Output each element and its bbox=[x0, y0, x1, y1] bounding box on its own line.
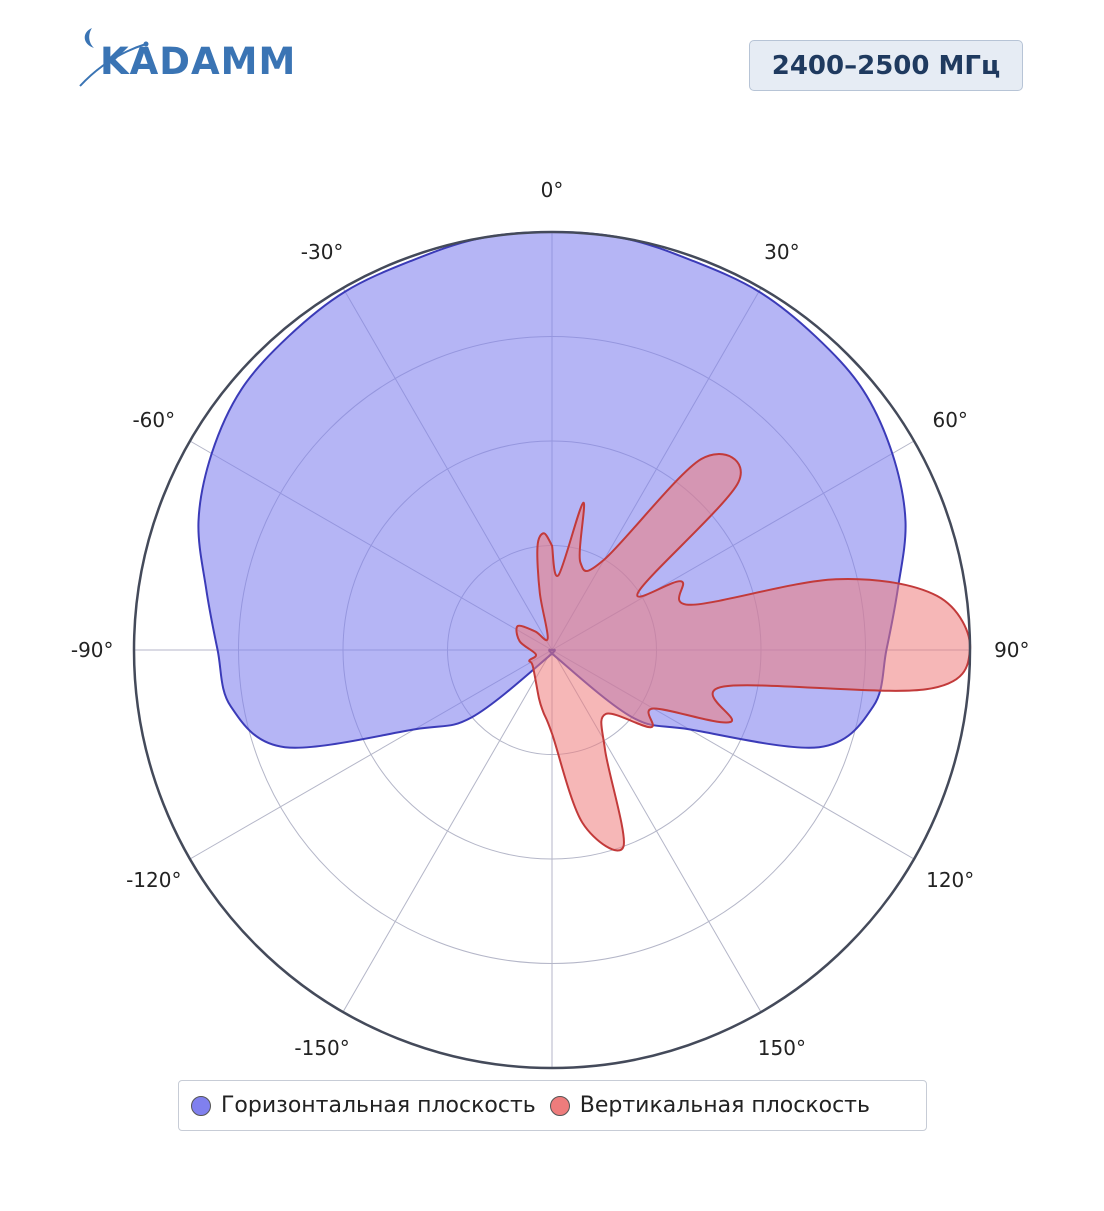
angle-label--120: -120° bbox=[126, 868, 181, 892]
angle-label--30: -30° bbox=[301, 240, 344, 264]
frequency-badge: 2400–2500 МГц bbox=[749, 40, 1023, 91]
angle-label-30: 30° bbox=[764, 240, 799, 264]
polar-series bbox=[197, 230, 972, 852]
angle-label--150: -150° bbox=[294, 1036, 349, 1060]
legend-label-horizontal: Горизонтальная плоскость bbox=[221, 1093, 536, 1118]
angle-label-150: 150° bbox=[758, 1036, 806, 1060]
angle-label--90: -90° bbox=[71, 638, 114, 662]
legend-swatch-horizontal bbox=[191, 1095, 211, 1116]
legend-swatch-vertical bbox=[549, 1095, 570, 1116]
angle-label-0: 0° bbox=[541, 178, 564, 202]
grid-spoke-210 bbox=[342, 649, 553, 1013]
logo-mark-icon bbox=[79, 28, 149, 87]
outer-circle bbox=[132, 230, 972, 1070]
angle-label-90: 90° bbox=[994, 638, 1029, 662]
polar-angle-labels: 0° 30° 60° 90° 120° 150° -150° -120° -90° -60° -30… bbox=[71, 178, 1030, 1060]
legend-label-vertical: Вертикальная плоскость bbox=[579, 1093, 870, 1118]
chart-legend: Горизонтальная плоскость Вертикальная пл… bbox=[178, 1080, 927, 1131]
series-1 bbox=[515, 453, 972, 852]
angle-label-120: 120° bbox=[926, 868, 974, 892]
legend-item-horizontal[interactable]: Горизонтальная плоскость bbox=[191, 1093, 536, 1118]
angle-label--60: -60° bbox=[132, 408, 175, 432]
legend-item-vertical[interactable]: Вертикальная плоскость bbox=[549, 1093, 870, 1118]
angle-label-60: 60° bbox=[932, 408, 967, 432]
polar-outer-ring bbox=[132, 230, 972, 1070]
logo-text: KADAMM bbox=[100, 40, 297, 83]
brand-logo: KADAMM bbox=[78, 26, 297, 92]
